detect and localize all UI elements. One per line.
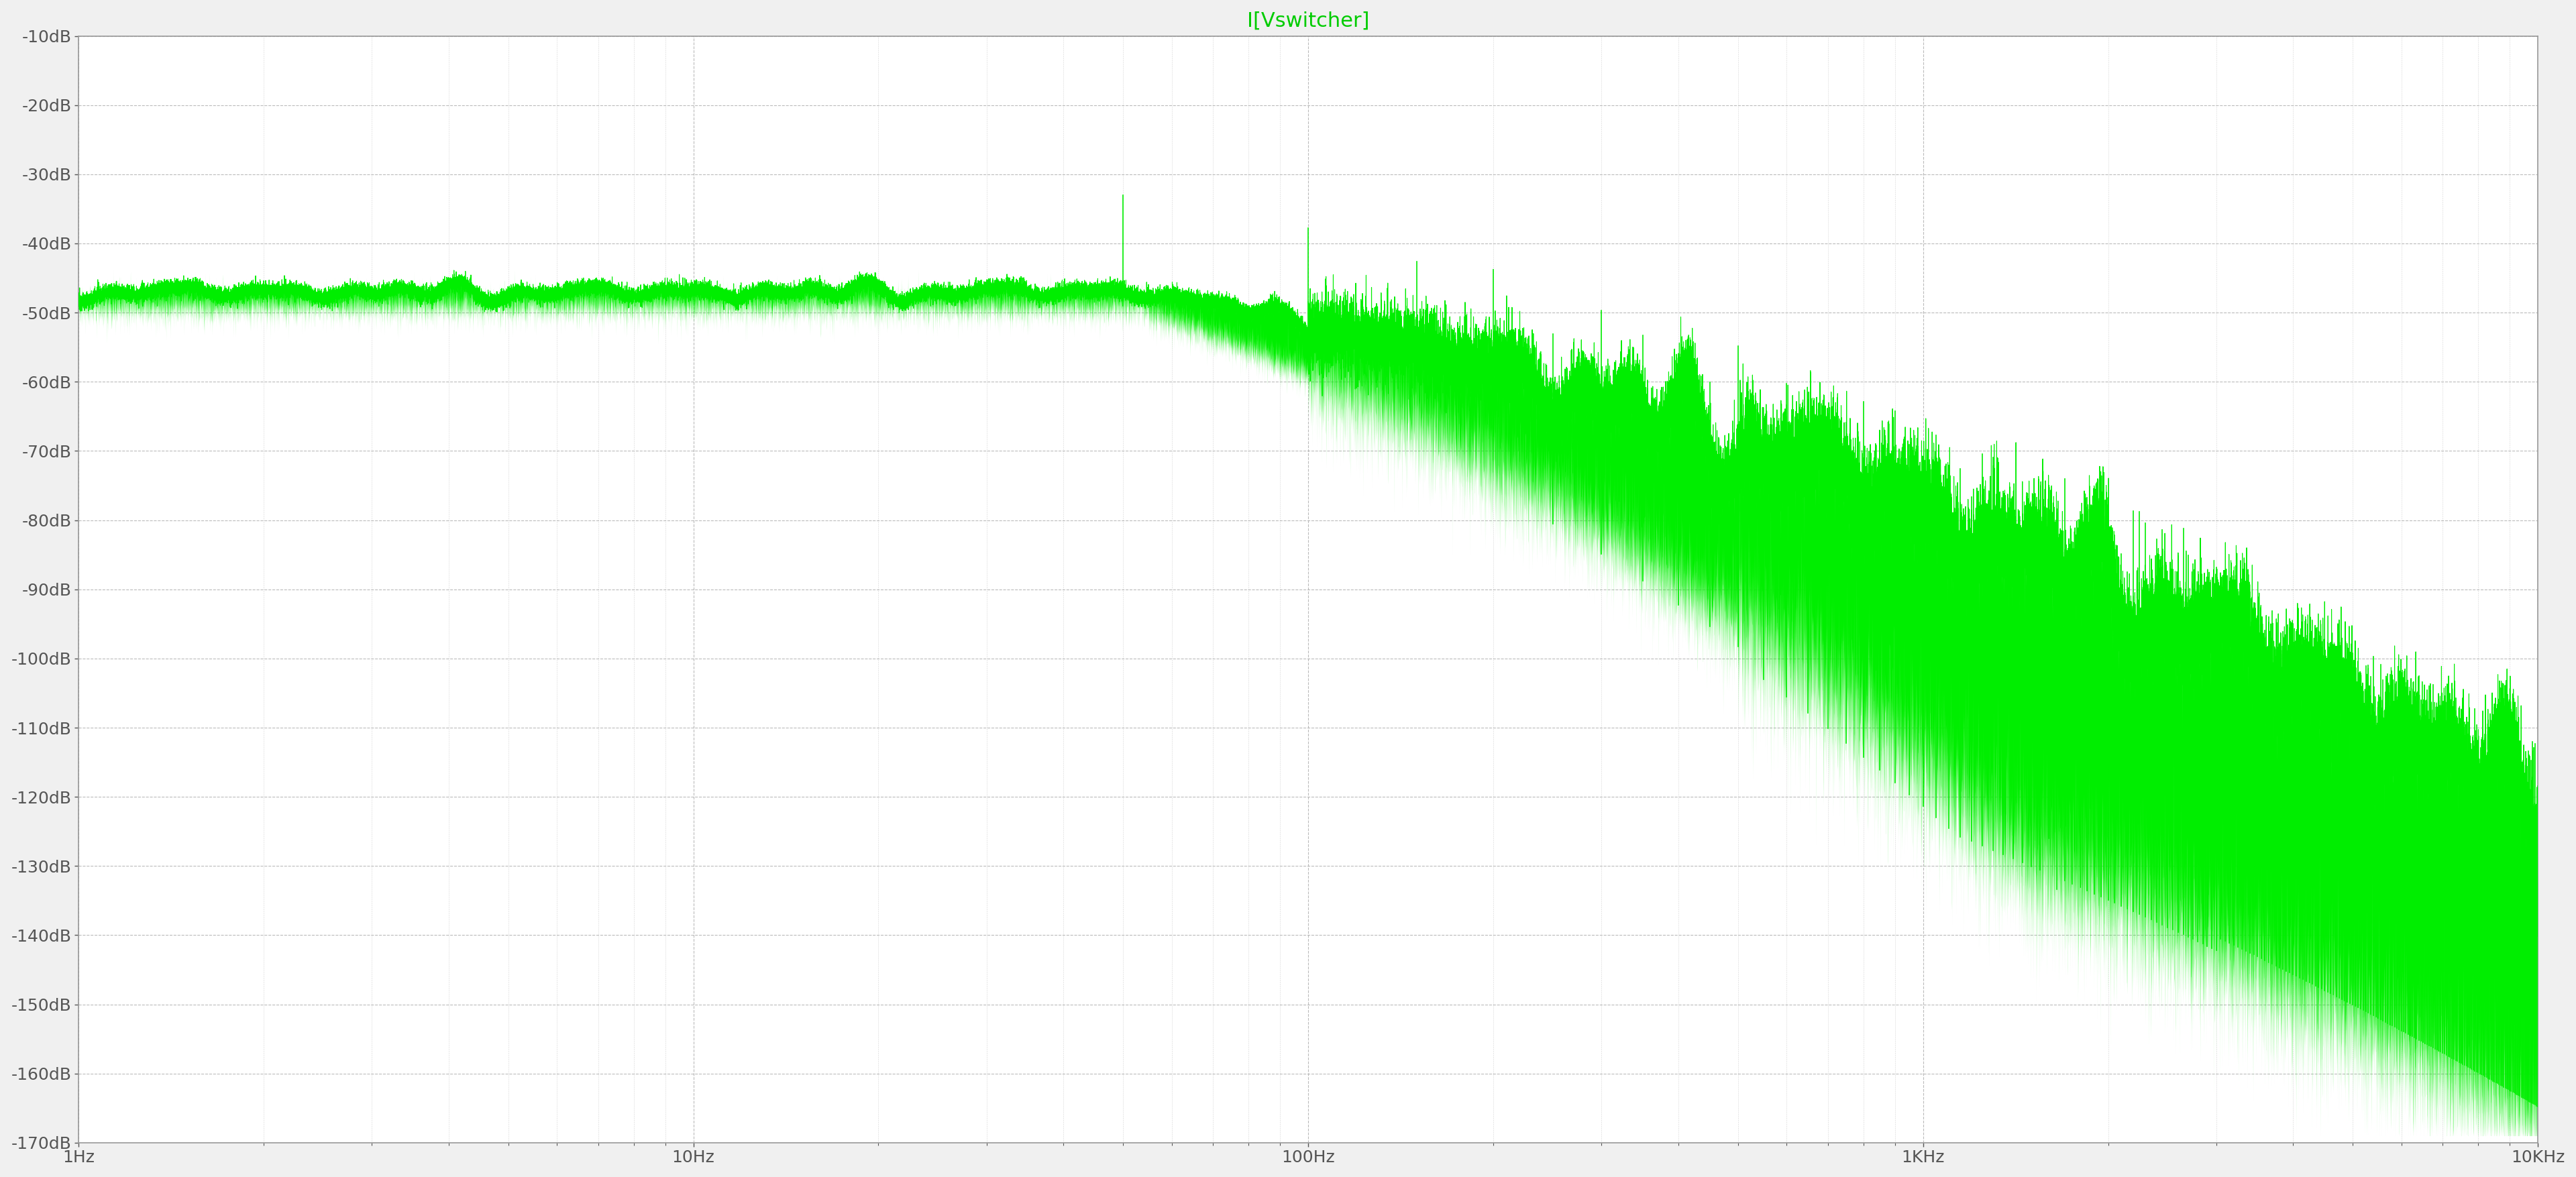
Title: I[Vswitcher]: I[Vswitcher] xyxy=(1247,11,1370,31)
